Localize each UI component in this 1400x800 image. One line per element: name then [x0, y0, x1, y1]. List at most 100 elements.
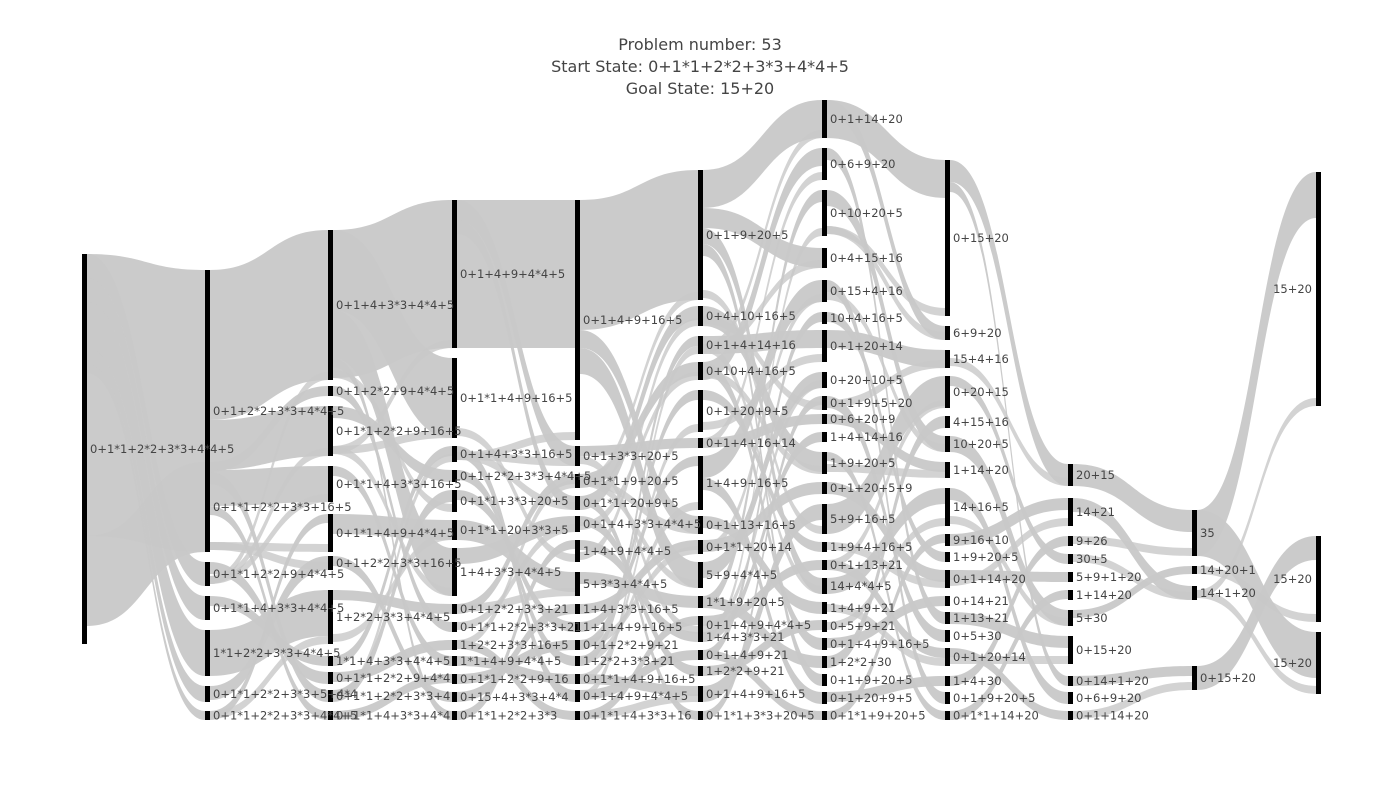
sankey-link [703, 148, 822, 380]
sankey-node [822, 452, 827, 474]
sankey-link [210, 230, 328, 420]
sankey-node [1068, 572, 1073, 582]
sankey-node [328, 690, 333, 702]
sankey-node-label: 0+1*1+2*2+3*3 [460, 709, 557, 723]
title-problem-number: Problem number: 53 [618, 35, 782, 54]
sankey-node [575, 604, 580, 614]
sankey-node-label: 9+16+10 [953, 533, 1009, 547]
sankey-link [1073, 554, 1192, 600]
sankey-node [1068, 692, 1073, 704]
sankey-node-label: 14+21 [1076, 505, 1115, 519]
sankey-node [1192, 666, 1197, 690]
sankey-node [822, 372, 827, 388]
sankey-link [827, 518, 945, 630]
sankey-link [703, 316, 822, 410]
sankey-link [950, 436, 1068, 626]
sankey-link [827, 148, 945, 624]
sankey-node [205, 686, 210, 702]
sankey-link [580, 424, 698, 682]
sankey-node-label: 0+15+4+3*3+4*4 [460, 690, 569, 704]
sankey-node-label: 0+1*1+2*2+3*3+16+5 [213, 500, 352, 514]
sankey-node [822, 504, 827, 534]
sankey-link [703, 396, 822, 720]
sankey-node [575, 446, 580, 466]
sankey-node-label: 5+9+1+20 [1076, 570, 1142, 584]
sankey-link [580, 502, 698, 664]
sankey-link [210, 494, 328, 584]
sankey-link [703, 228, 822, 594]
sankey-node [328, 466, 333, 502]
sankey-node-label: 0+1+13+16+5 [706, 518, 796, 532]
sankey-link [827, 190, 945, 452]
sankey-link [580, 456, 698, 634]
sankey-node-label: 0+1+9+20+5 [830, 673, 912, 687]
sankey-link [827, 482, 945, 582]
sankey-link [457, 490, 575, 632]
sankey-node [205, 711, 210, 720]
sankey-node-label: 1+1+4+9+16+5 [583, 620, 682, 634]
sankey-link [1197, 510, 1316, 678]
sankey-node-label: 0+1+2*2+3*3+16+5 [336, 556, 462, 570]
sankey-node-label: 1*1+2*2+3*3+4*4+5 [213, 646, 340, 660]
sankey-node-label: 5+30 [1076, 611, 1108, 625]
sankey-link [333, 358, 452, 720]
sankey-node-label: 5+3*3+4*4+5 [583, 577, 667, 591]
sankey-node [822, 190, 827, 236]
sankey-link [580, 390, 698, 650]
sankey-node [945, 462, 950, 478]
sankey-link [210, 542, 328, 570]
sankey-node-label: 0+1+14+20 [1076, 709, 1149, 723]
sankey-node-label: 1*1+4+9+4*4+5 [460, 654, 561, 668]
sankey-node [698, 711, 703, 720]
sankey-node [698, 632, 703, 642]
sankey-node [1192, 510, 1197, 556]
sankey-node-label: 1+4+3*3+21 [706, 630, 785, 644]
sankey-link [333, 446, 452, 596]
sankey-node-label: 0+1*1+2*2+9+4*4+5 [213, 567, 344, 581]
sankey-node-label: 15+20 [1273, 572, 1312, 586]
sankey-link [1073, 498, 1192, 600]
sankey-link [333, 490, 452, 702]
sankey-link [827, 604, 945, 666]
sankey-node [945, 488, 950, 526]
sankey-link [827, 396, 945, 642]
sankey-node-label: 0+1*1+4+3*3+4*4+5 [213, 601, 344, 615]
sankey-node [452, 548, 457, 596]
sankey-node [452, 520, 457, 540]
sankey-link [703, 260, 822, 352]
sankey-node [575, 711, 580, 720]
sankey-node-label: 0+1*1+2*2+9+16 [460, 672, 569, 686]
sankey-link [87, 278, 205, 620]
sankey-node [575, 640, 580, 650]
sankey-node [698, 516, 703, 534]
sankey-link [1073, 666, 1192, 686]
sankey-node-label: 0+1*1+3*3+20+5 [460, 494, 569, 508]
sankey-node-label: 1+2*2+9+21 [706, 664, 785, 678]
sankey-link [87, 364, 205, 720]
sankey-node-label: 1+4+3*3+4*4+5 [460, 565, 561, 579]
sankey-node [1068, 636, 1073, 664]
sankey-link [950, 182, 1068, 686]
sankey-node [1068, 711, 1073, 720]
sankey-node-label: 0+1+2*2+9+21 [583, 638, 679, 652]
sankey-node [698, 616, 703, 634]
sankey-node [698, 666, 703, 676]
sankey-node-label: 0+1+2*2+3*3+21 [460, 602, 569, 616]
sankey-node-label: 0+1+3*3+20+5 [583, 449, 679, 463]
sankey-link [580, 330, 698, 534]
sankey-node-label: 0+1+4+9+16+5 [830, 637, 929, 651]
sankey-node-label: 0+15+20 [1076, 643, 1132, 657]
sankey-link [950, 518, 1068, 586]
sankey-node-label: 1+14+20 [953, 463, 1009, 477]
sankey-node [328, 656, 333, 666]
sankey-link [87, 348, 205, 702]
sankey-link [210, 472, 328, 702]
sankey-link [703, 432, 822, 642]
sankey-node-label: 0+1+4+3*3+16+5 [460, 447, 572, 461]
sankey-node-label: 0+1+9+5+20 [830, 396, 912, 410]
sankey-node [698, 562, 703, 588]
sankey-node [822, 280, 827, 302]
sankey-link [457, 452, 575, 510]
sankey-node [945, 160, 950, 316]
